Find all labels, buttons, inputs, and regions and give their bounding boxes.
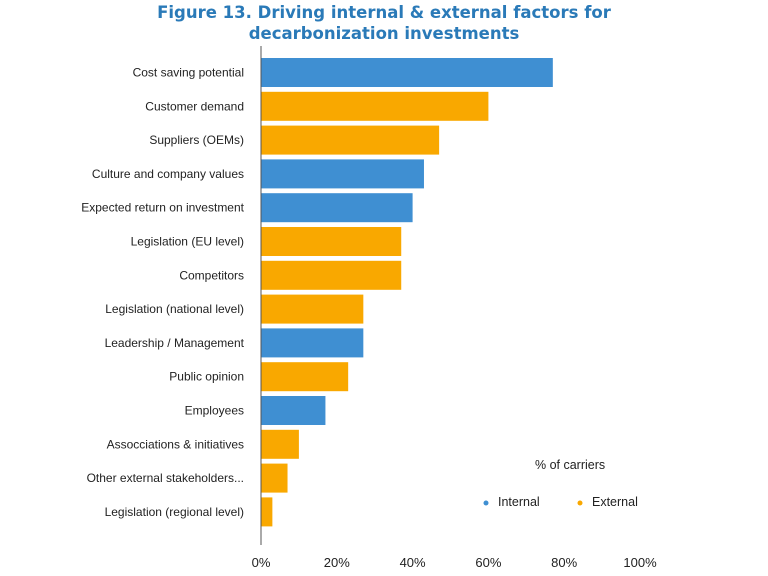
bar <box>261 58 553 87</box>
bar <box>261 159 424 189</box>
bar <box>261 396 326 425</box>
bars-group <box>261 58 553 527</box>
category-label: Expected return on investment <box>81 201 244 215</box>
chart-title: Figure 13. Driving internal & external f… <box>0 2 768 44</box>
bar <box>261 294 364 324</box>
category-label: Legislation (EU level) <box>131 235 244 249</box>
bar <box>261 328 364 358</box>
x-tick-label: 40% <box>400 555 426 570</box>
x-tick-label: 100% <box>623 555 657 570</box>
legend-marker-external <box>577 500 583 506</box>
category-label: Competitors <box>179 268 244 282</box>
chart-title-line2: decarbonization investments <box>248 24 520 43</box>
category-label: Legislation (national level) <box>105 302 244 316</box>
category-label: Assocciations & initiatives <box>107 437 244 451</box>
bar <box>261 463 288 493</box>
x-tick-label: 60% <box>475 555 501 570</box>
bar <box>261 193 413 223</box>
category-label: Customer demand <box>145 99 244 113</box>
legend-title: % of carriers <box>535 458 605 472</box>
category-label: Other external stakeholders... <box>87 471 244 485</box>
legend: % of carriers Internal External <box>483 458 638 509</box>
bar <box>261 91 489 121</box>
bar <box>261 227 402 256</box>
legend-label-internal: Internal <box>498 495 540 509</box>
x-tick-label: 0% <box>252 555 271 570</box>
category-label: Employees <box>185 404 244 418</box>
bar <box>261 362 349 392</box>
bar <box>261 260 402 290</box>
category-label: Legislation (regional level) <box>105 505 244 519</box>
bar <box>261 125 440 155</box>
category-label: Culture and company values <box>92 167 244 181</box>
category-label: Leadership / Management <box>105 336 245 350</box>
x-tick-label: 20% <box>324 555 350 570</box>
category-labels: Cost saving potential Customer demand Supp… <box>81 66 244 519</box>
x-tick-label: 80% <box>551 555 577 570</box>
category-label: Suppliers (OEMs) <box>149 133 244 147</box>
category-label: Public opinion <box>169 370 244 384</box>
category-label: Cost saving potential <box>133 66 244 80</box>
chart-title-line1: Figure 13. Driving internal & external f… <box>157 3 611 22</box>
legend-marker-internal <box>483 500 489 506</box>
bar <box>261 497 273 527</box>
bar <box>261 429 299 459</box>
legend-label-external: External <box>592 495 638 509</box>
x-tick-labels: 0% 20% 40% 60% 80% 100% <box>252 555 657 570</box>
